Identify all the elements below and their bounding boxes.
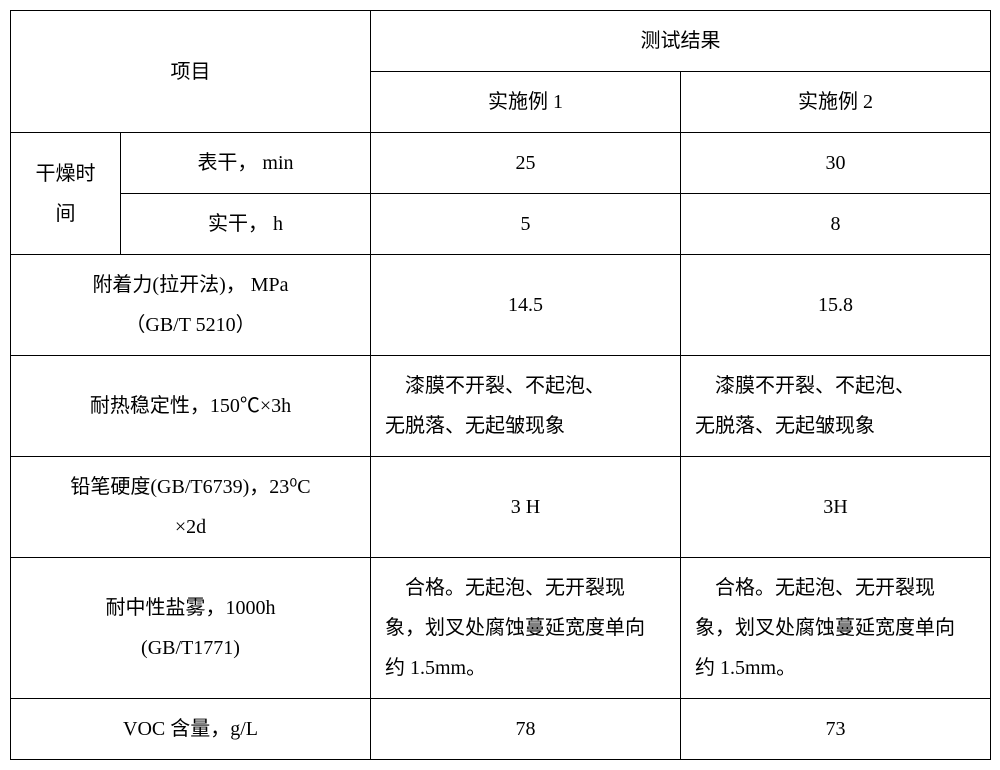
- pencil-v2: 3H: [681, 457, 991, 558]
- heat-label: 耐热稳定性，150℃×3h: [11, 356, 371, 457]
- heat-v2: 漆膜不开裂、不起泡、无脱落、无起皱现象: [681, 356, 991, 457]
- header-results: 测试结果: [371, 11, 991, 72]
- pencil-v1: 3 H: [371, 457, 681, 558]
- pencil-label: 铅笔硬度(GB/T6739)，23⁰C×2d: [11, 457, 371, 558]
- surface-dry-v2: 30: [681, 133, 991, 194]
- results-table: 项目 测试结果 实施例 1 实施例 2 干燥时间 表干， min 25 30 实…: [10, 10, 991, 760]
- header-example1: 实施例 1: [371, 72, 681, 133]
- hard-dry-label: 实干， h: [121, 194, 371, 255]
- header-example2: 实施例 2: [681, 72, 991, 133]
- hard-dry-v1: 5: [371, 194, 681, 255]
- voc-v1: 78: [371, 699, 681, 760]
- header-project: 项目: [11, 11, 371, 133]
- hard-dry-v2: 8: [681, 194, 991, 255]
- voc-v2: 73: [681, 699, 991, 760]
- surface-dry-label: 表干， min: [121, 133, 371, 194]
- dry-time-label: 干燥时间: [11, 133, 121, 255]
- salt-label: 耐中性盐雾，1000h(GB/T1771): [11, 558, 371, 699]
- surface-dry-v1: 25: [371, 133, 681, 194]
- heat-v1: 漆膜不开裂、不起泡、无脱落、无起皱现象: [371, 356, 681, 457]
- salt-v2: 合格。无起泡、无开裂现象，划叉处腐蚀蔓延宽度单向约 1.5mm。: [681, 558, 991, 699]
- voc-label: VOC 含量，g/L: [11, 699, 371, 760]
- adhesion-label: 附着力(拉开法)， MPa（GB/T 5210）: [11, 255, 371, 356]
- salt-v1: 合格。无起泡、无开裂现象，划叉处腐蚀蔓延宽度单向约 1.5mm。: [371, 558, 681, 699]
- adhesion-v2: 15.8: [681, 255, 991, 356]
- adhesion-v1: 14.5: [371, 255, 681, 356]
